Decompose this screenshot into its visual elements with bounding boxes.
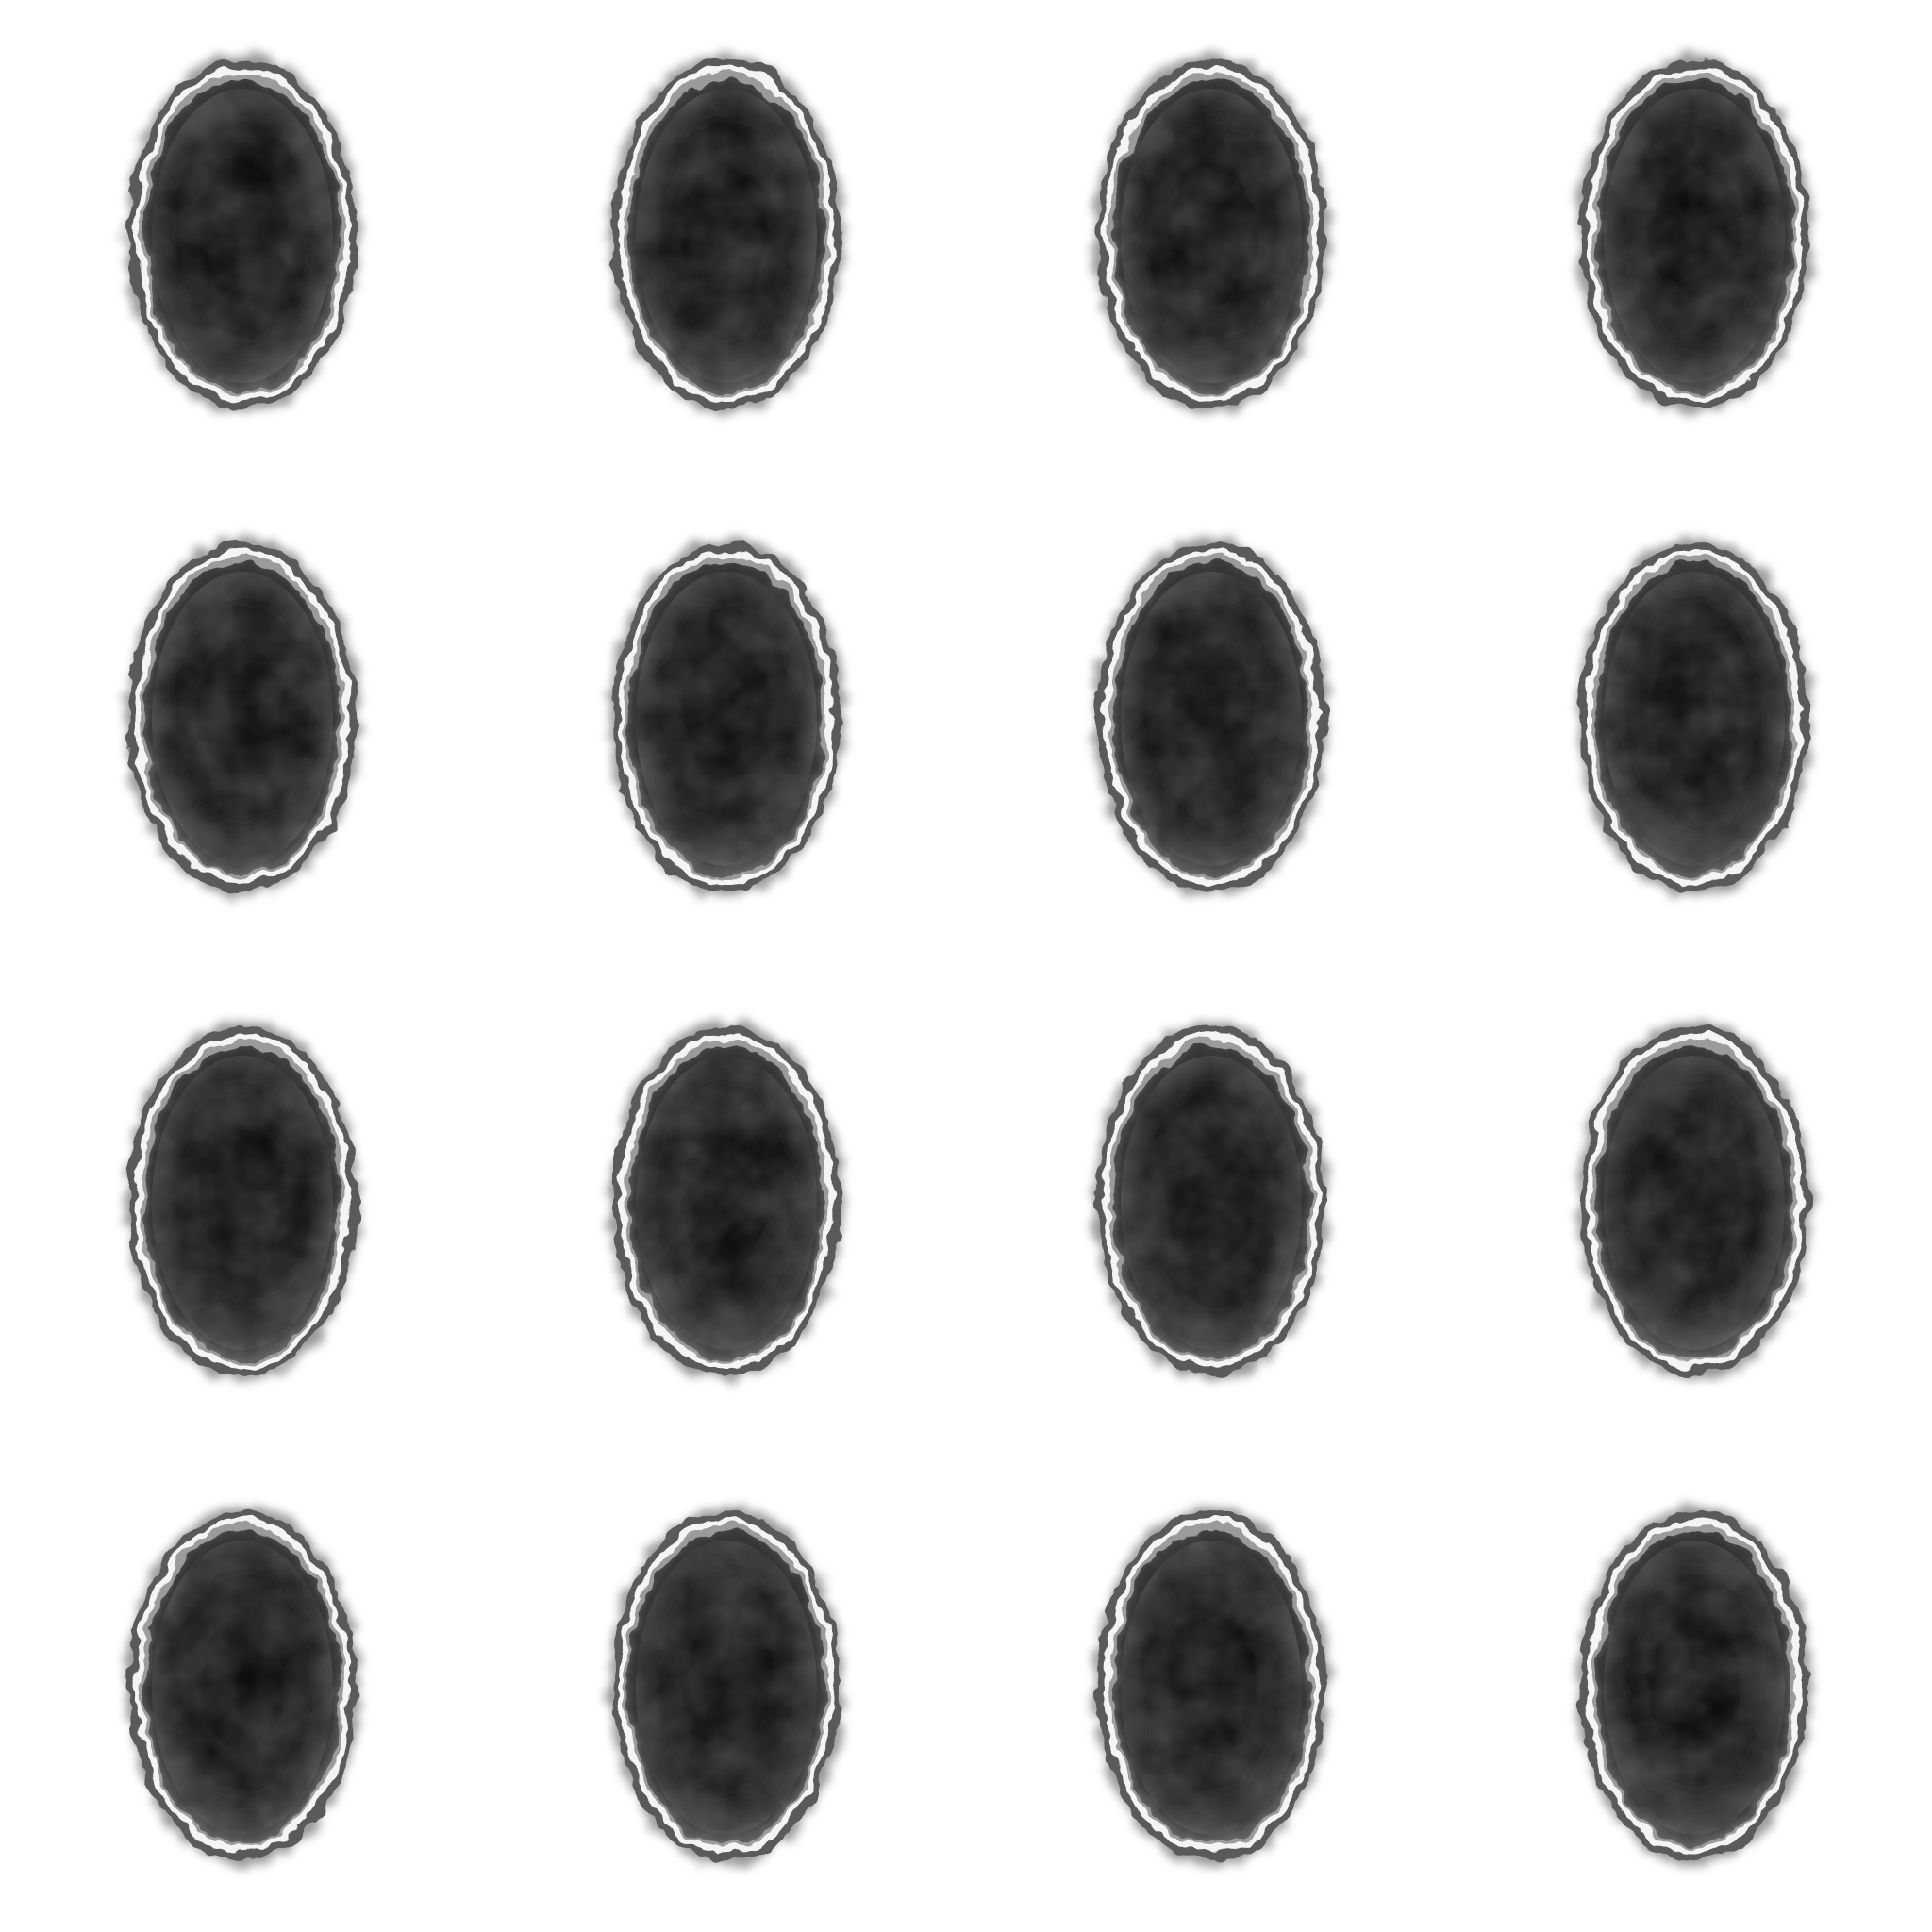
oval-ring	[619, 67, 834, 401]
oval-ring-shadow	[612, 1026, 841, 1375]
oval-ring	[619, 1519, 834, 1853]
oval-texture	[1121, 89, 1302, 383]
oval	[1577, 538, 1811, 896]
oval-ring-shadow	[1580, 59, 1808, 408]
oval-ring-shadow	[128, 1026, 357, 1375]
oval-ring	[1104, 1519, 1319, 1853]
oval-ring	[135, 67, 350, 401]
oval-ring-shadow	[1580, 1511, 1808, 1860]
oval	[125, 55, 359, 413]
oval	[1577, 1022, 1811, 1380]
oval-ring	[1104, 1034, 1319, 1368]
oval-ring	[619, 1034, 834, 1368]
oval-ring	[1587, 1034, 1802, 1368]
oval-ring	[1587, 550, 1802, 884]
oval-ring	[619, 550, 834, 884]
oval-ring-shadow	[128, 59, 357, 408]
oval-ring-shadow	[612, 59, 841, 408]
oval-ring-shadow	[128, 1511, 357, 1860]
oval	[609, 1022, 843, 1380]
oval-texture	[1121, 572, 1302, 866]
oval-ring-shadow	[128, 542, 357, 891]
oval-texture	[1604, 1541, 1785, 1835]
oval-ring-shadow	[1580, 1026, 1808, 1375]
oval-texture	[636, 89, 817, 383]
oval-texture	[636, 572, 817, 866]
oval-ring-shadow	[612, 542, 841, 891]
oval-texture	[152, 1541, 333, 1835]
oval-texture	[1604, 89, 1785, 383]
oval	[1094, 55, 1328, 413]
oval-ring	[1587, 1519, 1802, 1853]
oval-texture	[152, 572, 333, 866]
oval-texture	[152, 1056, 333, 1350]
oval-ring	[1587, 67, 1802, 401]
oval-ring	[135, 1034, 350, 1368]
oval	[609, 538, 843, 896]
oval-ring	[135, 550, 350, 884]
oval	[1094, 1022, 1328, 1380]
oval-texture	[1121, 1056, 1302, 1350]
oval	[1577, 1507, 1811, 1865]
oval	[609, 55, 843, 413]
oval	[125, 1507, 359, 1865]
oval-texture	[1604, 572, 1785, 866]
oval-ring	[1104, 550, 1319, 884]
oval	[1577, 55, 1811, 413]
oval-texture	[636, 1056, 817, 1350]
oval-ring-shadow	[1097, 1511, 1325, 1860]
oval	[125, 1022, 359, 1380]
oval	[125, 538, 359, 896]
oval-texture	[636, 1541, 817, 1835]
oval	[1094, 538, 1328, 896]
oval-ring-shadow	[612, 1511, 841, 1860]
oval	[1094, 1507, 1328, 1865]
oval-ring	[135, 1519, 350, 1853]
oval-ring	[1104, 67, 1319, 401]
oval-texture	[1604, 1056, 1785, 1350]
oval-ring-shadow	[1580, 542, 1808, 891]
oval-ring-shadow	[1097, 542, 1325, 891]
oval-texture	[1121, 1541, 1302, 1835]
oval-ring-shadow	[1097, 59, 1325, 408]
oval-ring-shadow	[1097, 1026, 1325, 1375]
oval-texture	[152, 89, 333, 383]
oval	[609, 1507, 843, 1865]
